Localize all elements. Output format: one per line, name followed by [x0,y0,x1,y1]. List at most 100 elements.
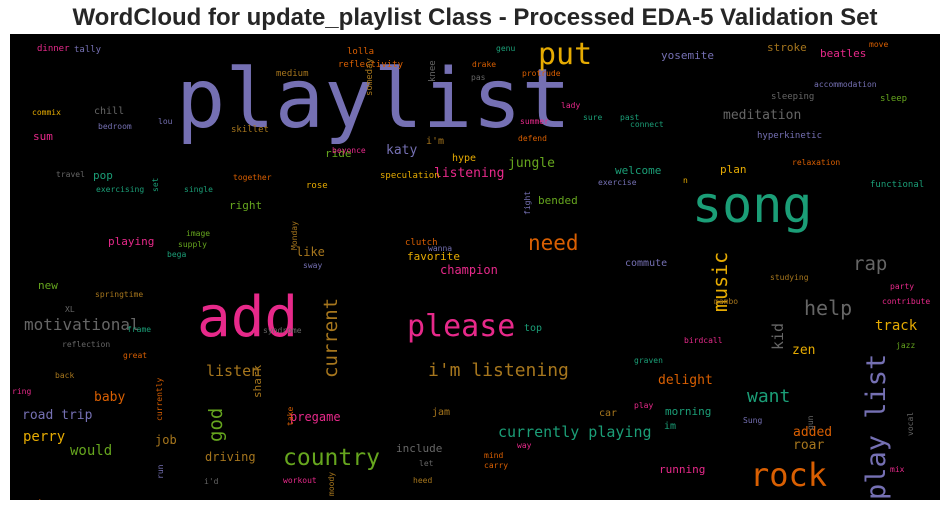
word-please: please [407,309,515,344]
word-listen: listen [206,362,260,380]
word-reflectivity: reflectivity [338,60,404,70]
word-connect: connect [630,120,664,129]
word-put: put [538,37,592,72]
word-running: running [659,463,705,476]
word-drake: drake [472,60,496,69]
word-knee: knee [428,60,438,82]
word-studying: studying [770,273,809,282]
word-fight: fight [523,191,532,215]
word-sleeping: sleeping [771,92,814,102]
word-commix: commix [32,108,61,117]
word-append: append [12,498,41,500]
word-genu: genu [496,44,515,53]
word-lou: lou [158,117,173,126]
word-single: single [184,185,213,194]
word-motivational: motivational [24,315,140,334]
word-morning: morning [665,405,711,418]
word-currently-playing: currently playing [498,423,652,441]
word-pas: pas [471,73,486,82]
word-playing: playing [108,235,154,248]
word-rock: rock [750,456,827,494]
word-want: want [747,386,790,407]
word-like: like [296,245,325,259]
word-reflection: reflection [62,340,110,349]
word-clutch: clutch [405,238,438,248]
word-i-d: i'd [204,477,219,486]
word-exercise: exercise [598,178,637,187]
word-would: would [70,443,112,459]
word-katy: katy [386,143,417,158]
word-sleep: sleep [880,94,907,104]
word-god: god [205,408,227,442]
word-syndrome: syndrome [263,326,302,335]
word-driving: driving [205,450,256,464]
word-image: image [186,229,210,238]
word-play: play [634,401,653,410]
word-right: right [229,199,262,212]
word-travel: travel [56,170,85,179]
word-track: track [875,318,918,334]
word-someday: someday [365,57,375,96]
word-way: way [517,441,532,450]
word-past: past [620,113,639,122]
word-jungle: jungle [508,156,555,171]
word-plan: plan [720,163,747,176]
word-car: car [599,408,617,419]
word-bedroom: bedroom [98,122,132,131]
cloud-background [10,34,940,500]
word-graven: graven [634,356,663,365]
wordcloud-canvas: playlist add song put please rock play list cou… [10,34,940,500]
word-exercising: exercising [96,185,144,194]
word-music: music [708,252,732,312]
word-new: new [38,279,58,292]
word-job: job [155,433,177,447]
word-back: back [55,371,74,380]
word-mind: mind [484,451,503,460]
word-mix: mix [890,465,905,474]
word-birdcall: birdcall [684,336,723,345]
word-dinner: dinner [37,44,70,54]
word-meditation: meditation [723,108,801,123]
word-lolla: lolla [347,47,374,57]
word-current: current [320,298,342,378]
word-jam: jam [432,407,450,418]
word-speculation: speculation [380,171,440,181]
word-sung: Sung [743,416,762,425]
word-commute: commute [625,258,667,269]
word-sway: sway [303,261,322,270]
word-accommodation: accommodation [814,80,877,89]
word-workout: workout [283,476,317,485]
word-pregame: pregame [290,410,341,424]
word-zen: zen [792,343,815,358]
word-hyperkinetic: hyperkinetic [757,131,822,141]
word-n: n [683,176,688,185]
word-tally: tally [74,45,102,55]
word-roar: roar [793,438,824,453]
word-moody: moody [327,472,336,496]
word-beyonce: beyonce [332,146,366,155]
word-stroke: stroke [767,41,807,54]
word-lady: lady [561,101,580,110]
word-sure: sure [583,113,602,122]
word-bega: bega [167,250,186,259]
word-hype: hype [452,153,476,164]
word-song: song [692,176,812,234]
word-pop: pop [93,169,113,182]
word-functional: functional [870,180,924,190]
word-xl: XL [65,305,75,314]
word-vocal: vocal [906,412,915,436]
word-added: added [793,425,832,440]
word-wanna: wanna [428,244,452,253]
word-set: set [151,177,160,192]
word-road-trip: road trip [22,408,93,423]
word-perry: perry [23,429,65,445]
word-relaxation: relaxation [792,158,840,167]
word-heed: heed [413,476,432,485]
word-party: party [890,282,914,291]
word-jazz: jazz [896,341,915,350]
word-country: country [283,445,380,471]
word-i-m: i'm [426,136,444,147]
word-kid: kid [769,323,787,350]
word-delight: delight [658,373,713,388]
word-move: move [869,40,888,49]
